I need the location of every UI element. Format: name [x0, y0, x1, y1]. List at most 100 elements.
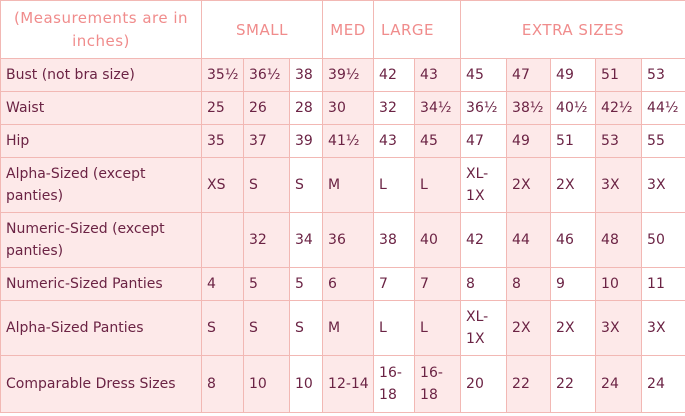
size-cell: 2X	[550, 300, 597, 356]
header-small: SMALL	[200, 0, 324, 59]
size-cell: L	[414, 157, 462, 213]
size-cell: 53	[595, 124, 643, 158]
size-cell: 45	[414, 124, 462, 158]
size-cell: 7	[373, 267, 416, 301]
size-cell: 42	[373, 58, 416, 92]
header-large: LARGE	[373, 0, 462, 59]
size-cell: 5	[288, 267, 324, 301]
size-cell: 50	[641, 212, 685, 268]
row-label: Waist	[0, 91, 202, 125]
size-cell: 55	[641, 124, 685, 158]
size-cell: 35	[201, 124, 244, 158]
size-cell: 2X	[506, 300, 552, 356]
size-cell: S	[243, 157, 290, 213]
size-cell: 39½	[322, 58, 375, 92]
row-label: Numeric-Sized (except panties)	[0, 212, 202, 268]
size-cell: 36	[322, 212, 375, 268]
size-cell: 35½	[201, 58, 244, 92]
size-cell: 49	[506, 124, 552, 158]
header-med: MED	[322, 0, 375, 59]
row-label: Comparable Dress Sizes	[0, 355, 202, 413]
row-label: Hip	[0, 124, 202, 158]
row-label: Alpha-Sized (except panties)	[0, 157, 202, 213]
size-cell: 47	[460, 124, 508, 158]
size-cell: 39	[288, 124, 324, 158]
size-cell: S	[288, 300, 324, 356]
size-cell: M	[322, 300, 375, 356]
size-cell: L	[414, 300, 462, 356]
row-label: Numeric-Sized Panties	[0, 267, 202, 301]
size-cell: 3X	[641, 157, 685, 213]
size-cell: 44	[506, 212, 552, 268]
size-cell: 5	[243, 267, 290, 301]
size-cell: M	[322, 157, 375, 213]
size-cell: 38½	[506, 91, 552, 125]
size-cell: 26	[243, 91, 290, 125]
size-cell: 16-18	[373, 355, 416, 413]
size-cell: 3X	[595, 300, 643, 356]
size-cell: 7	[414, 267, 462, 301]
size-cell: 12-14	[322, 355, 375, 413]
size-cell: 43	[373, 124, 416, 158]
size-cell: 6	[322, 267, 375, 301]
size-cell: 40	[414, 212, 462, 268]
size-cell: 32	[243, 212, 290, 268]
size-cell	[201, 212, 244, 268]
size-cell: S	[243, 300, 290, 356]
size-cell: 36½	[460, 91, 508, 125]
size-cell: L	[373, 300, 416, 356]
size-cell: 44½	[641, 91, 685, 125]
size-cell: 4	[201, 267, 244, 301]
size-cell: 8	[506, 267, 552, 301]
size-cell: 43	[414, 58, 462, 92]
size-cell: XL-1X	[460, 300, 508, 356]
size-cell: 46	[550, 212, 597, 268]
table-row: Hip 35 37 39 41½ 43 45 47 49 51 53 55	[0, 124, 685, 158]
table-row: Alpha-Sized Panties S S S M L L XL-1X 2X 2X 3X 3X	[0, 300, 685, 356]
size-cell: 10	[595, 267, 643, 301]
table-row: Comparable Dress Sizes 8 10 10 12-14 16-18 16-…	[0, 355, 685, 413]
size-cell: 20	[460, 355, 508, 413]
size-cell: 22	[506, 355, 552, 413]
size-cell: 25	[201, 91, 244, 125]
size-cell: 42½	[595, 91, 643, 125]
size-cell: 22	[550, 355, 597, 413]
table-row: Waist 25 26 28 30 32 34½ 36½ 38½ 40½ 42½ 44½	[0, 91, 685, 125]
size-cell: 47	[506, 58, 552, 92]
table-row: Numeric-Sized Panties 4 5 5 6 7 7 8 8 9 10 11	[0, 267, 685, 301]
size-cell: 9	[550, 267, 597, 301]
size-cell: 16-18	[414, 355, 462, 413]
size-cell: 8	[201, 355, 244, 413]
table-row: Alpha-Sized (except panties) XS S S M L L XL-1X…	[0, 157, 685, 213]
size-cell: S	[288, 157, 324, 213]
size-cell: 42	[460, 212, 508, 268]
size-cell: 2X	[550, 157, 597, 213]
size-cell: 10	[288, 355, 324, 413]
size-cell: 10	[243, 355, 290, 413]
size-cell: 30	[322, 91, 375, 125]
size-cell: 53	[641, 58, 685, 92]
size-cell: 28	[288, 91, 324, 125]
table-row: Numeric-Sized (except panties) 32 34 36 38 40…	[0, 212, 685, 268]
measurement-note: (Measurements are in inches)	[0, 0, 202, 59]
row-label: Bust (not bra size)	[0, 58, 202, 92]
size-cell: 45	[460, 58, 508, 92]
size-cell: 51	[550, 124, 597, 158]
size-cell: 24	[595, 355, 643, 413]
size-cell: L	[373, 157, 416, 213]
size-cell: S	[201, 300, 244, 356]
size-cell: 8	[460, 267, 508, 301]
size-cell: 34½	[414, 91, 462, 125]
header-extra-sizes: EXTRA SIZES	[460, 0, 685, 59]
row-label: Alpha-Sized Panties	[0, 300, 202, 356]
size-cell: 51	[595, 58, 643, 92]
size-cell: 41½	[322, 124, 375, 158]
size-cell: 37	[243, 124, 290, 158]
size-cell: 40½	[550, 91, 597, 125]
size-cell: 48	[595, 212, 643, 268]
size-cell: 38	[373, 212, 416, 268]
size-cell: 2X	[506, 157, 552, 213]
size-cell: 49	[550, 58, 597, 92]
table-row: Bust (not bra size) 35½ 36½ 38 39½ 42 43 45 47 49…	[0, 58, 685, 92]
